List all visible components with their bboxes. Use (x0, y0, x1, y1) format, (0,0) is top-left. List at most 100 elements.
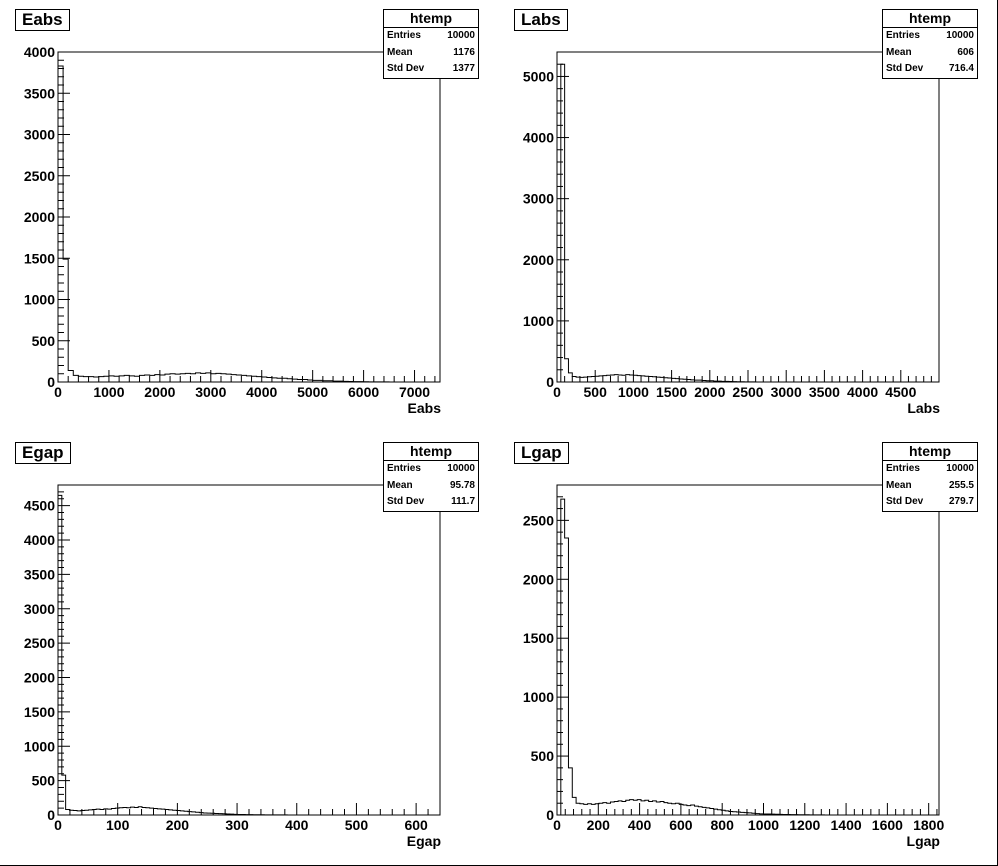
stats-name: htemp (883, 443, 977, 461)
x-tick-label: 0 (54, 817, 62, 833)
y-tick-label: 500 (32, 773, 56, 789)
histogram-plot-eabs: 0 1000 2000 3000 4000 5000 6000 7000 0 500 1000 150… (24, 44, 441, 400)
x-tick-label: 2000 (144, 384, 175, 400)
x-tick-label: 2000 (694, 384, 725, 400)
stats-name: htemp (384, 10, 478, 28)
x-tick-label: 0 (553, 384, 561, 400)
x-tick-label: 500 (345, 817, 369, 833)
y-tick-label: 4000 (523, 130, 554, 146)
y-tick-label: 0 (47, 807, 55, 823)
stats-label: Entries (886, 30, 920, 41)
x-tick-label: 300 (225, 817, 249, 833)
y-tick-label: 2000 (24, 209, 55, 225)
pad-eabs: 0 1000 2000 3000 4000 5000 6000 7000 0 500 1000 150… (0, 0, 499, 433)
stats-value: 111.7 (451, 496, 475, 507)
y-tick-label: 2500 (24, 168, 55, 184)
y-tick-label: 3000 (24, 127, 55, 143)
x-tick-label: 3000 (195, 384, 226, 400)
chart-title: Egap (15, 442, 71, 464)
y-tick-label: 500 (531, 748, 555, 764)
histogram-series (57, 494, 288, 816)
stats-row-entries: Entries 10000 (384, 28, 478, 45)
y-tick-label: 1000 (24, 292, 55, 308)
plot-frame (57, 484, 441, 816)
y-tick-label: 3000 (24, 601, 55, 617)
histogram-plot-labs: 0 500 1000 1500 2000 2500 3000 3500 4000 4500 0 100… (523, 51, 940, 400)
y-tick-label: 500 (32, 333, 56, 349)
x-tick-label: 200 (587, 817, 611, 833)
chart-title: Lgap (514, 442, 569, 464)
chart-title: Labs (514, 9, 568, 31)
x-tick-label: 2500 (732, 384, 763, 400)
stats-value: 279.7 (948, 496, 974, 507)
y-tick-label: 4000 (24, 532, 55, 548)
y-tick-label: 1500 (24, 704, 55, 720)
stats-value: 10000 (946, 463, 974, 474)
x-tick-label: 4500 (885, 384, 916, 400)
y-tick-label: 2000 (24, 670, 55, 686)
y-tick-label: 0 (546, 807, 554, 823)
x-tick-label: 4000 (847, 384, 878, 400)
stats-name: htemp (384, 443, 478, 461)
stats-value: 10000 (447, 463, 475, 474)
x-tick-label: 1000 (93, 384, 124, 400)
stats-row-mean: Mean 606 (883, 45, 977, 62)
stats-label: Std Dev (886, 63, 924, 74)
x-tick-label: 3000 (771, 384, 802, 400)
stats-row-entries: Entries 10000 (883, 461, 977, 478)
histogram-series (557, 498, 825, 816)
y-tick-label: 2500 (523, 512, 554, 528)
x-tick-label: 600 (669, 817, 693, 833)
stats-label: Mean (387, 479, 413, 491)
pad-lgap: 0 200 400 600 800 1000 1200 1400 1600 1800 0 500 100… (499, 433, 998, 866)
stats-row-entries: Entries 10000 (384, 461, 478, 478)
chart-title: Eabs (15, 9, 70, 31)
stats-label: Entries (387, 30, 421, 41)
x-tick-label: 4000 (246, 384, 277, 400)
x-tick-label: 5000 (297, 384, 328, 400)
x-tick-label: 7000 (399, 384, 430, 400)
histogram-plot-egap: 0 100 200 300 400 500 600 0 500 1000 1500 2000 2500 3… (24, 484, 441, 833)
x-tick-label: 1800 (913, 817, 944, 833)
x-tick-label: 400 (628, 817, 652, 833)
stats-label: Std Dev (387, 63, 425, 74)
y-tick-label: 1500 (523, 630, 554, 646)
stats-label: Std Dev (387, 496, 425, 507)
x-tick-label: 200 (166, 817, 190, 833)
stats-label: Std Dev (886, 496, 924, 507)
x-tick-label: 1000 (618, 384, 649, 400)
stats-value: 10000 (447, 30, 475, 41)
stats-value: 1176 (453, 46, 475, 58)
y-tick-label: 4500 (24, 498, 55, 514)
stats-row-mean: Mean 1176 (384, 45, 478, 62)
x-tick-label: 800 (711, 817, 735, 833)
y-tick-label: 0 (47, 374, 55, 390)
stats-box: htemp Entries 10000 Mean 606 Std Dev 716.4 (882, 9, 978, 79)
stats-box: htemp Entries 10000 Mean 255.5 Std Dev 279.… (882, 442, 978, 512)
pad-labs: 0 500 1000 1500 2000 2500 3000 3500 4000 4500 0 100… (499, 0, 998, 433)
y-tick-label: 3500 (24, 85, 55, 101)
stats-label: Entries (387, 463, 421, 474)
plot-frame (556, 51, 940, 383)
y-tick-label: 3500 (24, 566, 55, 582)
stats-box: htemp Entries 10000 Mean 95.78 Std Dev 111.… (383, 442, 479, 512)
y-tick-label: 2000 (523, 571, 554, 587)
x-axis-title: Labs (907, 400, 940, 416)
x-tick-label: 400 (285, 817, 309, 833)
x-tick-label: 3500 (809, 384, 840, 400)
x-tick-label: 600 (404, 817, 428, 833)
stats-row-mean: Mean 95.78 (384, 478, 478, 495)
y-tick-label: 2500 (24, 635, 55, 651)
x-axis-title: Egap (406, 833, 441, 849)
stats-row-mean: Mean 255.5 (883, 478, 977, 495)
stats-label: Mean (387, 46, 413, 58)
x-tick-label: 500 (584, 384, 608, 400)
pad-egap: 0 100 200 300 400 500 600 0 500 1000 1500 2000 2500 3… (0, 433, 499, 866)
stats-box: htemp Entries 10000 Mean 1176 Std Dev 1377 (383, 9, 479, 79)
stats-row-std-dev: Std Dev 279.7 (883, 494, 977, 511)
stats-row-std-dev: Std Dev 716.4 (883, 61, 977, 78)
y-tick-label: 1500 (24, 250, 55, 266)
stats-label: Entries (886, 463, 920, 474)
x-tick-label: 1400 (831, 817, 862, 833)
